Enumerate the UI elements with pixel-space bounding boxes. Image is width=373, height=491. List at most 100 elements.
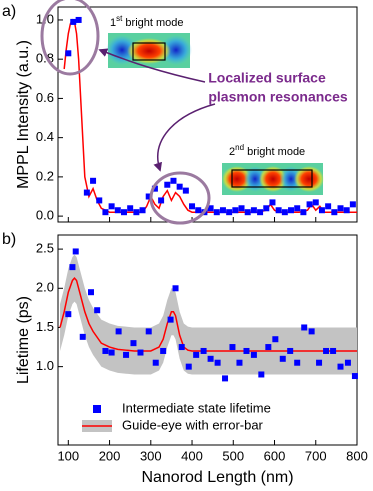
- label-part: nd: [235, 143, 244, 152]
- data-point: [145, 328, 152, 335]
- data-point: [306, 201, 313, 208]
- data-point: [108, 203, 115, 210]
- label-part: 1: [110, 17, 116, 29]
- data-point: [214, 359, 221, 366]
- mode1-inset: [106, 33, 192, 68]
- data-point: [185, 363, 192, 370]
- x-tick-label: 600: [264, 448, 286, 463]
- data-point: [87, 289, 94, 296]
- x-tick-label: 400: [181, 448, 203, 463]
- data-point: [238, 205, 245, 212]
- data-point: [158, 197, 165, 204]
- panel-label: a): [2, 3, 16, 20]
- data-point: [176, 183, 183, 190]
- data-point: [265, 344, 272, 351]
- data-point: [120, 209, 127, 216]
- data-point: [301, 324, 308, 331]
- x-axis-label: Nanorod Length (nm): [141, 469, 293, 486]
- data-point: [94, 307, 101, 314]
- data-point: [222, 375, 229, 382]
- data-point: [90, 177, 97, 184]
- data-point: [130, 340, 137, 347]
- x-tick-label: 700: [305, 448, 327, 463]
- data-point: [243, 347, 250, 354]
- guide-line: [63, 18, 357, 213]
- data-point: [244, 209, 251, 216]
- data-point: [193, 351, 200, 358]
- data-point: [236, 359, 243, 366]
- data-point: [114, 207, 121, 214]
- data-point: [337, 205, 344, 212]
- x-tick-label: 300: [140, 448, 162, 463]
- data-point: [275, 207, 282, 214]
- data-point: [344, 359, 351, 366]
- highlight-circle: [149, 171, 211, 225]
- x-tick-label: 500: [222, 448, 244, 463]
- y-tick-label: 2.0: [36, 280, 54, 295]
- data-point: [65, 50, 72, 57]
- highlight-circle: [40, 0, 100, 76]
- data-point: [200, 347, 207, 354]
- data-point: [207, 355, 214, 362]
- legend-label: Guide-eye with error-bar: [122, 417, 264, 432]
- data-point: [279, 355, 286, 362]
- data-point: [151, 185, 158, 192]
- data-point: [349, 201, 356, 208]
- data-point: [164, 181, 171, 188]
- data-point: [189, 203, 196, 210]
- data-point: [152, 359, 159, 366]
- data-point: [167, 316, 174, 323]
- y-tick-label: 1.5: [36, 319, 54, 334]
- y-tick-label: 0.2: [36, 168, 54, 183]
- panel-label: b): [2, 231, 16, 248]
- mode2-inset: [222, 163, 324, 195]
- plot-frame: [57, 6, 358, 223]
- data-point: [213, 209, 220, 216]
- data-point: [72, 248, 79, 255]
- label-part: bright mode: [244, 146, 305, 158]
- label-part: 2: [229, 146, 235, 158]
- data-point: [337, 363, 344, 370]
- data-point: [170, 177, 177, 184]
- y-axis-label: Lifetime (ps): [15, 296, 32, 384]
- data-point: [69, 264, 76, 271]
- data-point: [263, 205, 270, 212]
- data-point: [65, 311, 72, 318]
- data-point: [331, 209, 338, 216]
- data-point: [258, 371, 265, 378]
- data-point: [115, 328, 122, 335]
- data-point: [288, 207, 295, 214]
- data-point: [145, 193, 152, 200]
- annotation: plasmon resonances: [208, 89, 347, 105]
- data-point: [312, 199, 319, 206]
- data-point: [250, 207, 257, 214]
- data-point: [323, 347, 330, 354]
- data-point: [219, 207, 226, 214]
- data-point: [75, 16, 82, 23]
- data-point: [226, 209, 233, 216]
- data-point: [294, 205, 301, 212]
- data-point: [250, 351, 257, 358]
- data-point: [308, 328, 315, 335]
- data-point: [229, 344, 236, 351]
- arrow: [98, 48, 206, 83]
- data-point: [137, 349, 144, 356]
- data-point: [294, 359, 301, 366]
- y-tick-label: 0.0: [36, 208, 54, 223]
- mode1-label: 1st bright mode: [110, 14, 184, 29]
- x-tick-label: 200: [99, 448, 121, 463]
- legend-marker: [93, 405, 101, 413]
- data-point: [83, 189, 90, 196]
- y-tick-label: 0.6: [36, 90, 54, 105]
- data-point: [316, 359, 323, 366]
- data-point: [232, 207, 239, 214]
- data-point: [102, 209, 109, 216]
- data-point: [172, 285, 179, 292]
- data-point: [102, 347, 109, 354]
- data-point: [127, 205, 134, 212]
- data-point: [207, 205, 214, 212]
- data-point: [133, 209, 140, 216]
- data-point: [123, 351, 130, 358]
- label-part: st: [116, 14, 123, 23]
- data-point: [330, 347, 337, 354]
